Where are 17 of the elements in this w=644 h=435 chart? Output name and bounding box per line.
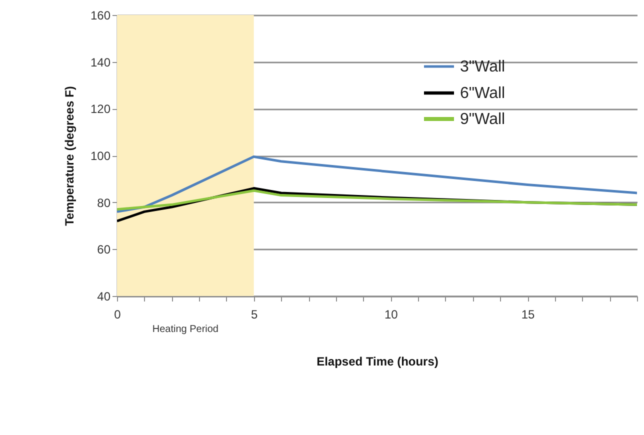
y-tick-label: 160 (90, 8, 111, 22)
y-axis-title: Temperature (degrees F) (62, 86, 76, 226)
band-label: Heating Period (152, 324, 218, 335)
x-tick-label: 0 (114, 308, 122, 322)
y-tick-label: 60 (97, 242, 111, 257)
y-tick-label: 40 (97, 290, 111, 304)
legend-label: 3"Wall (460, 58, 506, 76)
y-tick-label: 100 (90, 149, 111, 163)
legend-label: 6"Wall (460, 85, 506, 102)
y-tick-label: 80 (97, 196, 111, 210)
y-tick-label: 120 (90, 102, 111, 116)
x-tick-label: 10 (384, 308, 398, 322)
x-axis-title: Elapsed Time (hours) (316, 354, 438, 368)
x-tick-label: 15 (521, 308, 536, 322)
x-tick-label: 5 (251, 308, 258, 322)
y-tick-label: 140 (90, 55, 111, 70)
legend-label: 9"Wall (460, 111, 506, 128)
